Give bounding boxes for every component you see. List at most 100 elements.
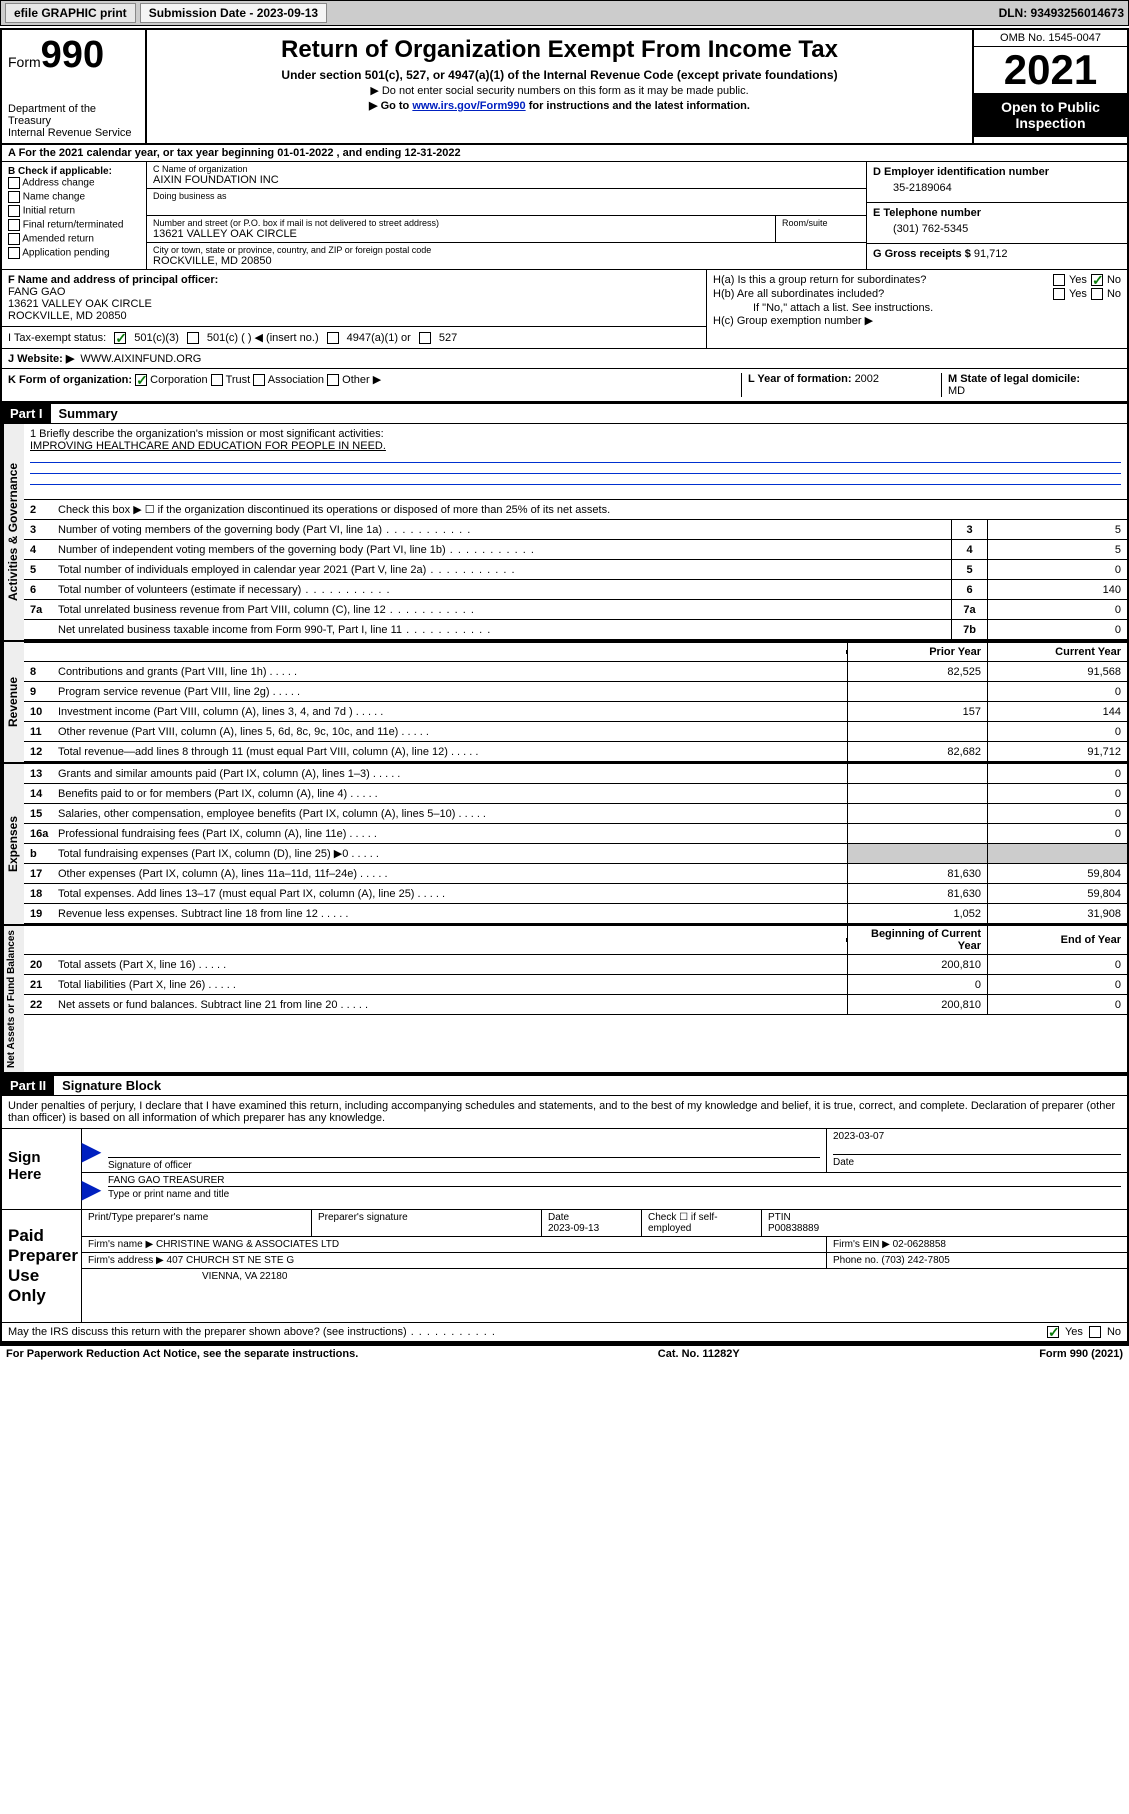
- pp-sig-label: Preparer's signature: [312, 1210, 542, 1236]
- begin-year-header: Beginning of Current Year: [847, 926, 987, 954]
- chk-trust[interactable]: [211, 374, 223, 386]
- k-label: K Form of organization:: [8, 374, 132, 386]
- table-row: 3Number of voting members of the governi…: [24, 520, 1127, 540]
- hb-question: H(b) Are all subordinates included?: [713, 288, 1049, 300]
- ein-label: D Employer identification number: [873, 166, 1121, 178]
- declaration-text: Under penalties of perjury, I declare th…: [2, 1096, 1127, 1129]
- ha-yes[interactable]: [1053, 274, 1065, 286]
- part1-header-row: Part I Summary: [2, 402, 1127, 424]
- yes-label: Yes: [1069, 274, 1087, 286]
- mission-label: 1 Briefly describe the organization's mi…: [30, 428, 1121, 440]
- title-right: OMB No. 1545-0047 2021 Open to Public In…: [972, 30, 1127, 143]
- pp-selfemp: Check ☐ if self-employed: [642, 1210, 762, 1236]
- chk-address-change[interactable]: Address change: [8, 177, 140, 189]
- phone-label: E Telephone number: [873, 207, 1121, 219]
- part2-title: Signature Block: [54, 1078, 161, 1093]
- ha-no[interactable]: [1091, 274, 1103, 286]
- hb-note: If "No," attach a list. See instructions…: [713, 302, 1121, 314]
- chk-4947[interactable]: [327, 332, 339, 344]
- chk-501c3[interactable]: [114, 332, 126, 344]
- col-h-group: H(a) Is this a group return for subordin…: [707, 270, 1127, 348]
- title-row: Form990 Department of the Treasury Inter…: [2, 30, 1127, 145]
- row-klm: K Form of organization: Corporation Trus…: [2, 369, 1127, 402]
- activities-governance-section: Activities & Governance 1 Briefly descri…: [2, 424, 1127, 642]
- hb-yes[interactable]: [1053, 288, 1065, 300]
- part2-header-row: Part II Signature Block: [2, 1074, 1127, 1096]
- yes-label-2: Yes: [1069, 288, 1087, 300]
- pp-name-label: Print/Type preparer's name: [82, 1210, 312, 1236]
- opt-501c: 501(c) ( ) ◀ (insert no.): [207, 331, 319, 344]
- chk-name-change[interactable]: Name change: [8, 191, 140, 203]
- c-city-label: City or town, state or province, country…: [153, 245, 860, 255]
- chk-corporation[interactable]: [135, 374, 147, 386]
- table-row: 10Investment income (Part VIII, column (…: [24, 702, 1127, 722]
- opt-527: 527: [439, 332, 457, 344]
- opt-assoc: Association: [268, 374, 324, 386]
- rev-body: Prior Year Current Year 8Contributions a…: [24, 642, 1127, 762]
- col-c-org-info: C Name of organization AIXIN FOUNDATION …: [147, 162, 867, 269]
- chk-initial-return[interactable]: Initial return: [8, 205, 140, 217]
- chk-final-return[interactable]: Final return/terminated: [8, 219, 140, 231]
- m-label: M State of legal domicile:: [948, 373, 1080, 385]
- gov-body: 1 Briefly describe the organization's mi…: [24, 424, 1127, 640]
- chk-501c[interactable]: [187, 332, 199, 344]
- footer-left: For Paperwork Reduction Act Notice, see …: [6, 1348, 358, 1360]
- firm-addr1-value: 407 CHURCH ST NE STE G: [167, 1255, 295, 1266]
- hb-no[interactable]: [1091, 288, 1103, 300]
- col-d-ein-phone: D Employer identification number 35-2189…: [867, 162, 1127, 269]
- sig-arrow-icon: ▶: [82, 1137, 100, 1166]
- footer-mid: Cat. No. 11282Y: [658, 1348, 740, 1360]
- table-row: 13Grants and similar amounts paid (Part …: [24, 764, 1127, 784]
- pp-ptin-label: PTIN: [768, 1212, 1121, 1223]
- opt-other: Other ▶: [342, 374, 381, 386]
- chk-assoc[interactable]: [253, 374, 265, 386]
- sig-date: 2023-03-07: [833, 1131, 1121, 1142]
- table-row: bTotal fundraising expenses (Part IX, co…: [24, 844, 1127, 864]
- chk-amended-return[interactable]: Amended return: [8, 233, 140, 245]
- chk-527[interactable]: [419, 332, 431, 344]
- firm-addr2-value: VIENNA, VA 22180: [82, 1269, 1127, 1284]
- discuss-no[interactable]: [1089, 1326, 1101, 1338]
- l-label: L Year of formation:: [748, 373, 855, 385]
- tax-year: 2021: [974, 47, 1127, 93]
- discuss-yes-label: Yes: [1065, 1326, 1083, 1338]
- pp-ptin-value: P00838889: [768, 1223, 1121, 1234]
- exp-body: 13Grants and similar amounts paid (Part …: [24, 764, 1127, 924]
- phone-value: (301) 762-5345: [873, 219, 1121, 239]
- table-row: 12Total revenue—add lines 8 through 11 (…: [24, 742, 1127, 762]
- discuss-yes[interactable]: [1047, 1326, 1059, 1338]
- table-row: 16aProfessional fundraising fees (Part I…: [24, 824, 1127, 844]
- c-addr-label: Number and street (or P.O. box if mail i…: [153, 218, 769, 228]
- city-state-zip: ROCKVILLE, MD 20850: [153, 255, 860, 267]
- efile-print-button[interactable]: efile GRAPHIC print: [5, 3, 136, 23]
- table-row: 18Total expenses. Add lines 13–17 (must …: [24, 884, 1127, 904]
- submission-date-field: Submission Date - 2023-09-13: [140, 3, 327, 23]
- side-expenses: Expenses: [2, 764, 24, 924]
- sign-here-section: Sign Here ▶ Signature of officer 2023-03…: [2, 1129, 1127, 1210]
- table-row: 7aTotal unrelated business revenue from …: [24, 600, 1127, 620]
- na-body: Beginning of Current Year End of Year 20…: [24, 926, 1127, 1072]
- net-assets-section: Net Assets or Fund Balances Beginning of…: [2, 926, 1127, 1074]
- chk-other[interactable]: [327, 374, 339, 386]
- firm-ein-label: Firm's EIN ▶: [833, 1239, 893, 1250]
- table-row: 5Total number of individuals employed in…: [24, 560, 1127, 580]
- dln-label: DLN: 93493256014673: [999, 6, 1124, 20]
- l-value: 2002: [855, 373, 879, 385]
- firm-ein-value: 02-0628858: [893, 1239, 946, 1250]
- ha-question: H(a) Is this a group return for subordin…: [713, 274, 1049, 286]
- sig-officer-label: Signature of officer: [108, 1157, 820, 1171]
- instructions-link[interactable]: www.irs.gov/Form990: [412, 100, 525, 112]
- row-a-tax-year: A For the 2021 calendar year, or tax yea…: [2, 145, 1127, 162]
- j-label: J Website: ▶: [8, 353, 74, 365]
- part2-badge: Part II: [2, 1076, 54, 1095]
- receipts-label: G Gross receipts $: [873, 248, 974, 260]
- form-container: Form990 Department of the Treasury Inter…: [0, 28, 1129, 1345]
- table-row: 19Revenue less expenses. Subtract line 1…: [24, 904, 1127, 924]
- table-row: 8Contributions and grants (Part VIII, li…: [24, 662, 1127, 682]
- form-id-cell: Form990 Department of the Treasury Inter…: [2, 30, 147, 143]
- discuss-no-label: No: [1107, 1326, 1121, 1338]
- chk-application-pending[interactable]: Application pending: [8, 247, 140, 259]
- website-value: WWW.AIXINFUND.ORG: [80, 353, 201, 365]
- form-label: Form: [8, 54, 41, 70]
- pp-date-label: Date: [548, 1212, 635, 1223]
